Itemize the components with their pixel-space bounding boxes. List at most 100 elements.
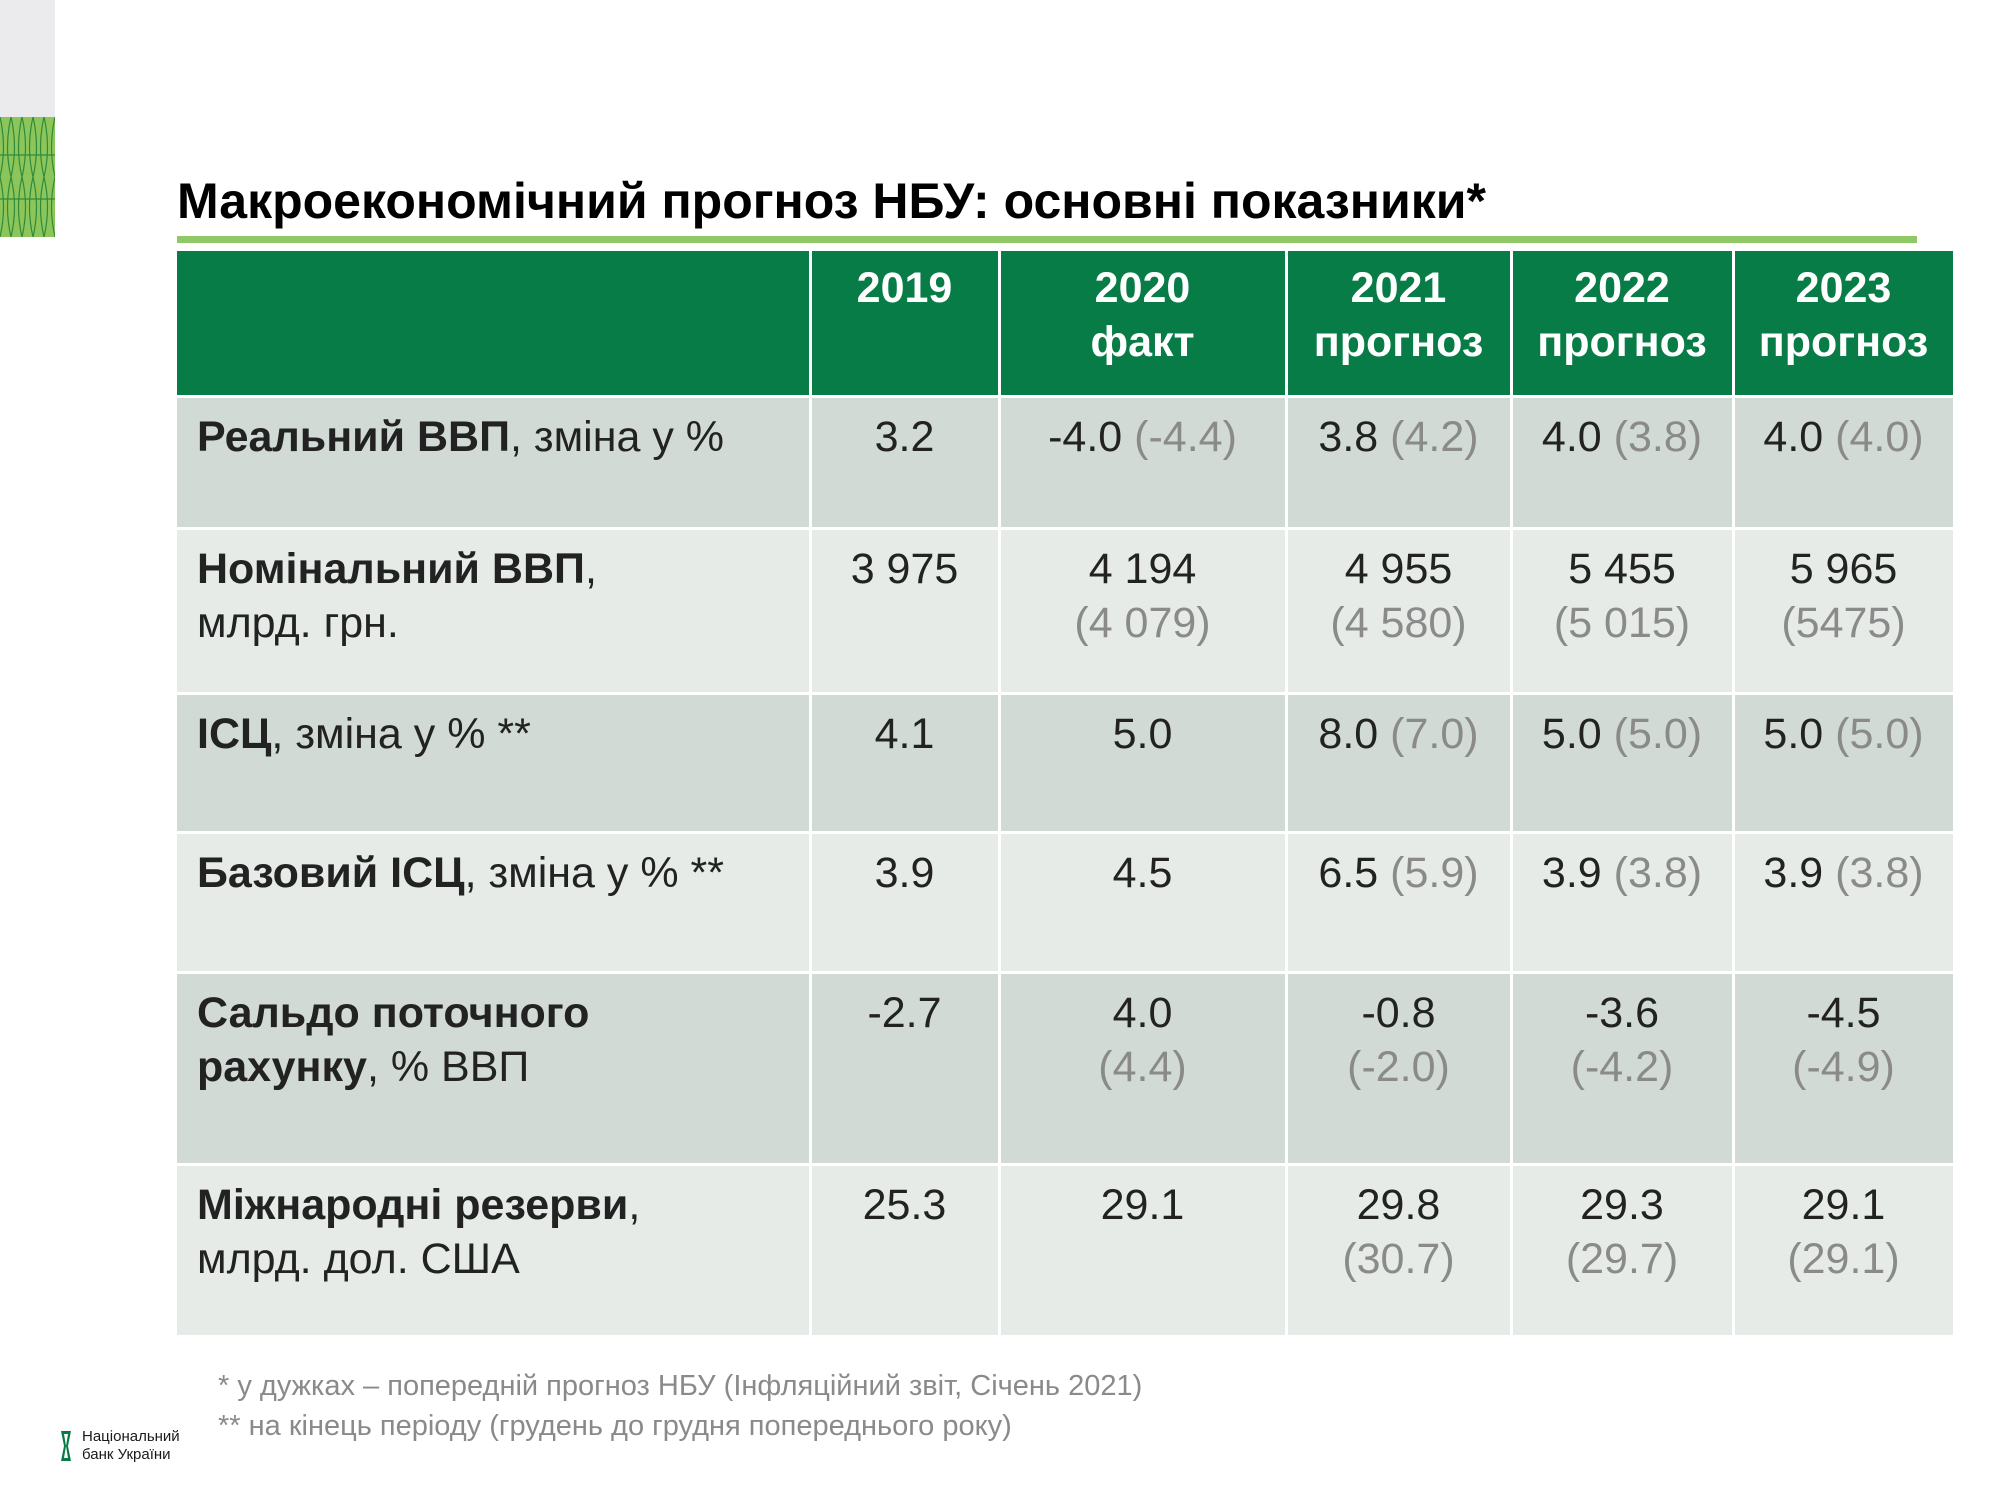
header-year: 2021	[1350, 264, 1447, 312]
header-cell-empty	[177, 251, 812, 398]
row-label-bold: Міжнародні резерви	[197, 1181, 629, 1229]
table-row: Сальдо поточного рахунку, % ВВП -2.7 4.0 (4…	[177, 971, 1956, 1166]
table-row: Реальний ВВП, зміна у % 3.2 -4.0 (-4.4) 3.8…	[177, 395, 1956, 530]
current-value: 3.8	[1318, 413, 1379, 461]
value-cell: 5.0 (5.0)	[1731, 692, 1956, 834]
row-label-rest: ,	[628, 1181, 641, 1229]
value-cell: 29.8 (30.7)	[1284, 1163, 1513, 1338]
footnote-period: ** на кінець періоду (грудень до грудня …	[218, 1410, 1012, 1442]
previous-forecast-value: (-4.9)	[1792, 1043, 1895, 1091]
current-value: -4.0	[1048, 413, 1123, 461]
current-value: 29.8	[1356, 1181, 1441, 1229]
current-value: 4 194	[1088, 545, 1197, 593]
header-note: прогноз	[1758, 318, 1929, 366]
current-value: 4.1	[874, 710, 935, 758]
value-cell: 5 455 (5 015)	[1509, 527, 1735, 695]
value-cell: 5.0	[997, 692, 1288, 834]
previous-forecast-value: (7.0)	[1390, 710, 1479, 758]
previous-forecast-value: (-4.2)	[1570, 1043, 1674, 1091]
previous-forecast-value: (30.7)	[1342, 1235, 1455, 1283]
nbu-logo-icon	[61, 1431, 71, 1461]
current-value: 3.9	[1541, 849, 1602, 897]
value-cell: 5.0 (5.0)	[1509, 692, 1735, 834]
value-cell: -0.8 (-2.0)	[1284, 971, 1513, 1166]
current-value: -3.6	[1584, 989, 1660, 1037]
value-cell: 8.0 (7.0)	[1284, 692, 1513, 834]
current-value: -2.7	[867, 989, 942, 1037]
current-value: 3.2	[874, 413, 935, 461]
header-note: прогноз	[1313, 318, 1484, 366]
row-label-rest: , зміна у % **	[464, 849, 725, 897]
previous-forecast-value: (4.0)	[1835, 413, 1924, 461]
current-value: 25.3	[862, 1181, 947, 1229]
current-value: 5 455	[1568, 545, 1676, 593]
current-value: -4.5	[1806, 989, 1881, 1037]
row-label-bold: Номінальний ВВП	[197, 545, 585, 593]
table-row: Міжнародні резерви, млрд. дол. США 25.3 29.…	[177, 1163, 1956, 1338]
row-label-rest: , зміна у % **	[271, 710, 531, 758]
table-row: ІСЦ, зміна у % ** 4.1 5.0 8.0 (7.0) 5.0 (5.0…	[177, 692, 1956, 834]
header-note: прогноз	[1537, 318, 1707, 366]
row-label-bold: Сальдо поточного рахунку	[197, 989, 590, 1091]
value-cell: -4.0 (-4.4)	[997, 395, 1288, 530]
previous-forecast-value: (3.8)	[1613, 849, 1703, 897]
row-label-rest: , зміна у %	[510, 413, 725, 461]
current-value: 3 975	[850, 545, 959, 593]
value-cell: -2.7	[808, 971, 1001, 1166]
logo-line2: банк України	[82, 1446, 171, 1463]
table-row: Номінальний ВВП, млрд. грн. 3 975 4 194 (4 0…	[177, 527, 1956, 695]
header-cell-2022: 2022 прогноз	[1509, 251, 1735, 398]
previous-forecast-value: (5 015)	[1553, 599, 1691, 647]
row-label-rest: ,	[584, 545, 597, 593]
value-cell: 6.5 (5.9)	[1284, 831, 1513, 974]
value-cell: 3.9 (3.8)	[1731, 831, 1956, 974]
previous-forecast-value: (5.9)	[1390, 849, 1479, 897]
value-cell: 3.8 (4.2)	[1284, 395, 1513, 530]
row-label-bold: Реальний ВВП	[197, 413, 510, 461]
previous-forecast-value: (29.1)	[1787, 1235, 1900, 1283]
side-decoration-bar	[0, 0, 55, 117]
current-value: 5.0	[1112, 710, 1173, 758]
row-label: Сальдо поточного рахунку, % ВВП	[177, 971, 812, 1166]
current-value: 3.9	[1763, 849, 1824, 897]
current-value: 4.5	[1112, 849, 1173, 897]
previous-forecast-value: (-2.0)	[1347, 1043, 1450, 1091]
value-cell: 4.1	[808, 692, 1001, 834]
row-label: ІСЦ, зміна у % **	[177, 692, 812, 834]
current-value: 4.0	[1763, 413, 1824, 461]
header-year: 2022	[1574, 264, 1670, 312]
row-label-bold: ІСЦ	[197, 710, 272, 758]
header-year: 2023	[1795, 264, 1892, 312]
forecast-table: 2019 2020 факт 2021 прогноз 2022 прогноз 2023 пр…	[177, 251, 1956, 1338]
header-cell-2020: 2020 факт	[997, 251, 1288, 398]
row-label: Номінальний ВВП, млрд. грн.	[177, 527, 812, 695]
previous-forecast-value: (5475)	[1781, 599, 1906, 647]
current-value: -0.8	[1361, 989, 1436, 1037]
value-cell: 29.3 (29.7)	[1509, 1163, 1735, 1338]
value-cell: 4.5	[997, 831, 1288, 974]
row-label-line2: млрд. грн.	[197, 599, 399, 647]
current-value: 4.0	[1112, 989, 1173, 1037]
previous-forecast-value: (-4.4)	[1134, 413, 1237, 461]
value-cell: 4.0 (3.8)	[1509, 395, 1735, 530]
header-cell-2021: 2021 прогноз	[1284, 251, 1513, 398]
value-cell: 3.9 (3.8)	[1509, 831, 1735, 974]
value-cell: 25.3	[808, 1163, 1001, 1338]
current-value: 5.0	[1541, 710, 1602, 758]
row-label: Реальний ВВП, зміна у %	[177, 395, 812, 530]
footnote-previous-forecast: * у дужках – попередній прогноз НБУ (Інф…	[218, 1370, 1143, 1402]
table-row: Базовий ІСЦ, зміна у % ** 3.9 4.5 6.5 (5.9)…	[177, 831, 1956, 974]
page-title: Макроекономічний прогноз НБУ: основні по…	[177, 173, 1486, 229]
side-pattern-decoration	[0, 116, 56, 238]
previous-forecast-value: (4.2)	[1390, 413, 1479, 461]
value-cell: 4 955 (4 580)	[1284, 527, 1513, 695]
value-cell: -3.6 (-4.2)	[1509, 971, 1735, 1166]
current-value: 6.5	[1318, 849, 1379, 897]
value-cell: 29.1	[997, 1163, 1288, 1338]
header-cell-2019: 2019	[808, 251, 1001, 398]
table-header-row: 2019 2020 факт 2021 прогноз 2022 прогноз 2023 пр…	[177, 251, 1956, 398]
value-cell: 3 975	[808, 527, 1001, 695]
value-cell: 3.9	[808, 831, 1001, 974]
row-label-bold: Базовий ІСЦ	[197, 849, 465, 897]
value-cell: 29.1 (29.1)	[1731, 1163, 1956, 1338]
